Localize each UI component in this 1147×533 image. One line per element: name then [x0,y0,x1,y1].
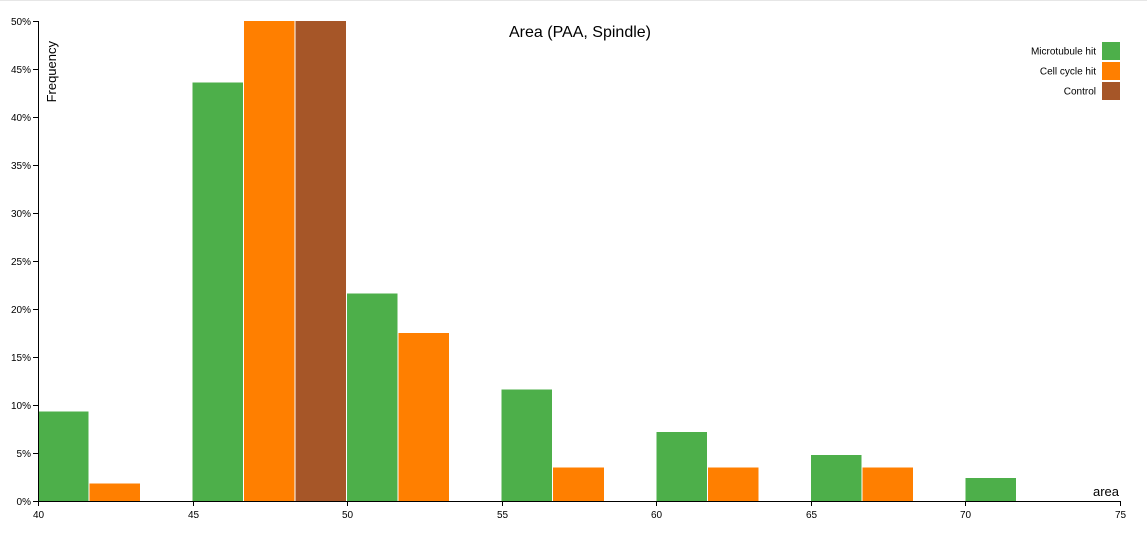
x-tick-label: 45 [188,510,200,521]
bar-cell-cycle-hit-45 [244,21,295,501]
legend: Microtubule hit Cell cycle hit Control [1031,42,1120,100]
x-tick-label: 50 [342,510,354,521]
legend-label: Cell cycle hit [1040,67,1096,78]
x-tick-label: 40 [33,510,45,521]
bar-microtubule-hit-45 [192,82,244,501]
y-tick-label: 30% [11,209,31,220]
bar-microtubule-hit-70 [965,477,1016,501]
chart-title: Area (PAA, Spindle) [509,24,651,41]
bar-microtubule-hit-60 [656,431,707,501]
legend-label: Microtubule hit [1031,47,1096,58]
y-axis-label: Frequency [44,41,59,103]
y-tick-label: 20% [11,305,31,316]
x-axis-label: area [1093,484,1120,499]
y-tick-label: 35% [11,161,31,172]
y-tick-label: 15% [11,353,31,364]
x-tick-label: 55 [497,510,509,521]
bar-cell-cycle-hit-55 [553,467,604,501]
legend-swatch-control [1102,82,1120,100]
bar-cell-cycle-hit-65 [862,467,913,501]
bar-control-45 [295,21,347,501]
x-tick-label: 65 [806,510,818,521]
bar-microtubule-hit-55 [501,389,553,501]
x-tick-label: 70 [960,510,972,521]
y-tick-label: 10% [11,401,31,412]
bar-cell-cycle-hit-50 [398,333,450,501]
y-tick-label: 50% [11,17,31,28]
x-tick-label: 75 [1115,510,1127,521]
x-tick-label: 60 [651,510,663,521]
bar-cell-cycle-hit-40 [89,483,141,501]
bar-cell-cycle-hit-60 [707,467,759,501]
x-axis: 40 45 50 55 60 65 70 75 [33,501,1127,521]
bar-microtubule-hit-65 [810,454,862,501]
bar-microtubule-hit-40 [38,411,89,501]
y-tick-label: 40% [11,113,31,124]
y-tick-label: 5% [17,449,32,460]
y-tick-label: 45% [11,65,31,76]
legend-swatch-cell-cycle-hit [1102,62,1120,80]
y-tick-label: 0% [17,497,32,508]
y-axis: 0% 5% 10% 15% 20% 25% 30% 35% 40% 45% 50% [11,17,39,508]
legend-label: Control [1064,87,1096,98]
bars-group [38,21,1016,501]
bar-microtubule-hit-50 [347,293,398,501]
y-tick-label: 25% [11,257,31,268]
legend-swatch-microtubule-hit [1102,42,1120,60]
